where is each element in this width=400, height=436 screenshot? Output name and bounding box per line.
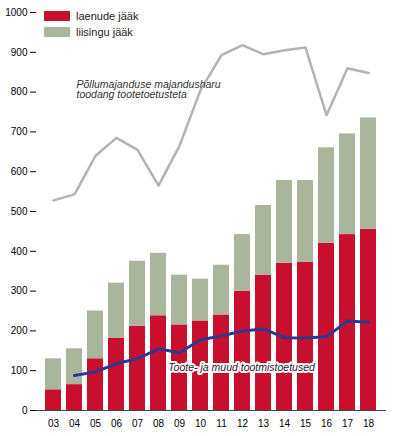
svg-text:03: 03: [48, 418, 60, 429]
svg-text:600: 600: [11, 166, 28, 177]
html-text:laenude jääk: laenude jääk: [76, 10, 139, 22]
svg-text:500: 500: [11, 206, 28, 217]
svg-text:04: 04: [69, 418, 81, 429]
svg-text:16: 16: [321, 418, 333, 429]
svg-text:14: 14: [279, 418, 291, 429]
svg-text:100: 100: [11, 365, 28, 376]
svg-text:800: 800: [11, 86, 28, 97]
svg-text:12: 12: [237, 418, 249, 429]
svg-text:07: 07: [132, 418, 144, 429]
svg-text:17: 17: [342, 418, 354, 429]
svg-text:200: 200: [11, 325, 28, 336]
svg-text:300: 300: [11, 285, 28, 296]
svg-text:700: 700: [11, 126, 28, 137]
html-text:liisingu jääk: liisingu jääk: [76, 26, 133, 38]
svg-text:09: 09: [174, 418, 186, 429]
svg-text:18: 18: [363, 418, 375, 429]
svg-text:15: 15: [300, 418, 312, 429]
svg-text:05: 05: [90, 418, 102, 429]
svg-text:1000: 1000: [5, 7, 28, 18]
svg-text:13: 13: [258, 418, 270, 429]
svg-text:Põllumajanduse majandusharutoo: Põllumajanduse majandusharutoodang toote…: [77, 78, 221, 101]
svg-text:400: 400: [11, 246, 28, 257]
svg-text:08: 08: [153, 418, 165, 429]
svg-text:Toote- ja muud tootmistoetused: Toote- ja muud tootmistoetused: [168, 361, 316, 373]
svg-text:900: 900: [11, 47, 28, 58]
svg-text:06: 06: [111, 418, 123, 429]
svg-text:10: 10: [195, 418, 207, 429]
svg-text:0: 0: [22, 405, 28, 416]
svg-text:11: 11: [216, 418, 227, 429]
